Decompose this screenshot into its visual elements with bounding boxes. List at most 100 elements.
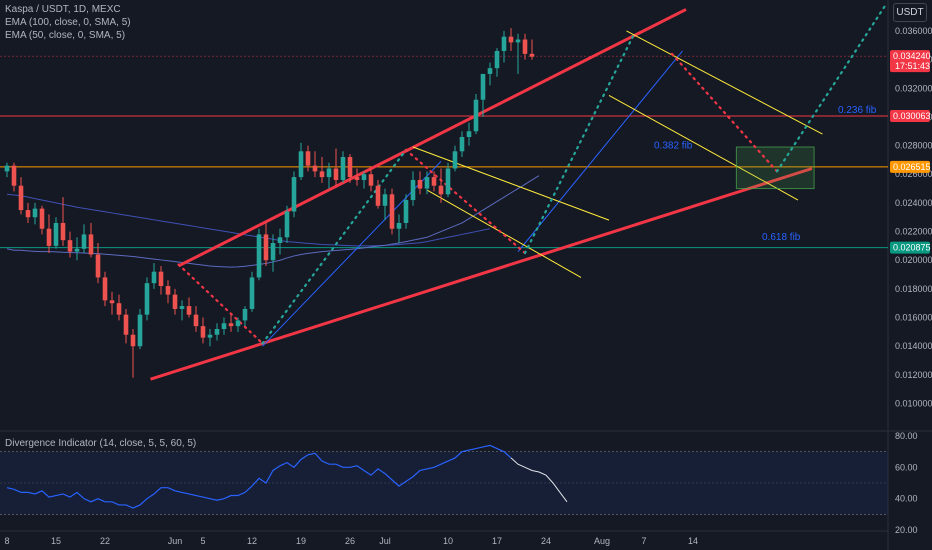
x-tick-label: Aug (594, 536, 610, 546)
candle-body (473, 99, 479, 132)
candle-body (18, 185, 24, 211)
candle-body (4, 165, 10, 172)
blue-trendline-2 (517, 50, 683, 252)
red-dotted-path-3 (670, 52, 779, 173)
candle-body (459, 136, 465, 152)
price-label-tag (890, 50, 930, 73)
indicator-legend: Divergence Indicator (14, close, 5, 5, 6… (5, 438, 197, 449)
yellow-channel-2-upper (626, 30, 823, 135)
candle-body (340, 157, 346, 180)
ema50-legend: EMA (50, close, 0, SMA, 5) (5, 30, 126, 41)
candle-body (144, 283, 150, 315)
ema100-legend: EMA (100, close, 0, SMA, 5) (5, 17, 131, 28)
candle-body (452, 151, 458, 169)
candle-body (95, 254, 101, 278)
candle-body (32, 208, 38, 218)
x-tick-label: 14 (688, 536, 698, 546)
candle-body (200, 326, 206, 338)
candle-body (67, 240, 73, 252)
candle-body (193, 314, 199, 327)
x-tick-label: 12 (247, 536, 257, 546)
yellow-channel-1-upper (412, 146, 610, 221)
y-tick-label: 0.028000 (895, 141, 932, 151)
price-label-value: 0.026515 (893, 162, 931, 172)
oscillator-line (6, 444, 512, 509)
candle-body (347, 157, 353, 178)
candle-body (319, 171, 325, 178)
yellow-channel-2-lower (608, 94, 799, 201)
candle-body (305, 151, 311, 166)
x-tick-label: 26 (345, 536, 355, 546)
channel-upper-line (177, 8, 687, 268)
x-tick-label: 17 (492, 536, 502, 546)
candle-body (165, 286, 171, 295)
fib-annotation: 0.236 fib (838, 105, 877, 116)
candle-body (39, 208, 45, 229)
candle-body (60, 222, 66, 241)
y-tick-label: 0.010000 (895, 399, 932, 409)
candle-body (186, 306, 192, 315)
price-label-value: 0.030063 (893, 111, 931, 121)
candle-body (466, 131, 472, 137)
candle-body (298, 151, 304, 178)
currency-button[interactable]: USDT (893, 3, 927, 22)
candle-body (249, 277, 255, 309)
candle-body (326, 168, 332, 178)
x-tick-label: Jun (168, 536, 183, 546)
x-tick-label: 10 (443, 536, 453, 546)
candle-body (81, 234, 87, 249)
y-tick-label: 0.024000 (895, 198, 932, 208)
candle-body (396, 222, 402, 229)
ema100-line (6, 193, 491, 247)
oscillator-tick-label: 40.00 (895, 494, 918, 504)
yellow-channel-1-lower (426, 189, 582, 278)
candle-body (53, 222, 59, 246)
oscillator-tick-label: 80.00 (895, 431, 918, 441)
candle-body (130, 334, 136, 347)
y-tick-label: 0.014000 (895, 341, 932, 351)
candle-body (221, 323, 227, 330)
candle-body (291, 177, 297, 212)
candle-body (375, 185, 381, 206)
candle-body (445, 168, 451, 195)
price-label-tag (890, 110, 930, 123)
x-tick-label: 8 (4, 536, 9, 546)
candle-body (179, 306, 185, 309)
candle-body (263, 234, 269, 261)
candle-body (123, 314, 129, 335)
y-tick-label: 0.012000 (895, 370, 932, 380)
green-dotted-path-3 (775, 4, 887, 173)
fib-annotation: 0.382 fib (654, 140, 693, 151)
oscillator-tick-label: 20.00 (895, 525, 918, 535)
y-tick-label: 0.032000 (895, 83, 932, 93)
candle-body (242, 308, 248, 321)
target-zone-box (735, 146, 815, 190)
candle-body (312, 165, 318, 172)
x-tick-label: 7 (641, 536, 646, 546)
candle-body (522, 39, 528, 54)
candle-body (410, 179, 416, 201)
candle-body (46, 228, 52, 246)
candle-body (424, 177, 430, 189)
price-label-value: 0.020875 (893, 243, 931, 253)
candle-body (417, 179, 423, 189)
candle-body (109, 300, 115, 304)
green-dotted-path-2 (523, 34, 635, 255)
x-tick-label: 15 (51, 536, 61, 546)
candle-body (151, 271, 157, 284)
candle-body (515, 39, 521, 43)
candle-body (277, 237, 283, 244)
x-tick-label: 5 (200, 536, 205, 546)
candle-body (207, 334, 213, 338)
x-tick-label: Jul (379, 536, 391, 546)
oscillator-projection-line (510, 457, 568, 503)
candle-body (284, 211, 290, 238)
candle-body (487, 68, 493, 74)
candle-body (102, 277, 108, 301)
y-tick-label: 0.016000 (895, 313, 932, 323)
candle-body (403, 200, 409, 223)
candle-body (25, 210, 31, 218)
candle-body (228, 323, 234, 327)
candle-body (172, 294, 178, 309)
green-dotted-path-1 (261, 148, 408, 345)
